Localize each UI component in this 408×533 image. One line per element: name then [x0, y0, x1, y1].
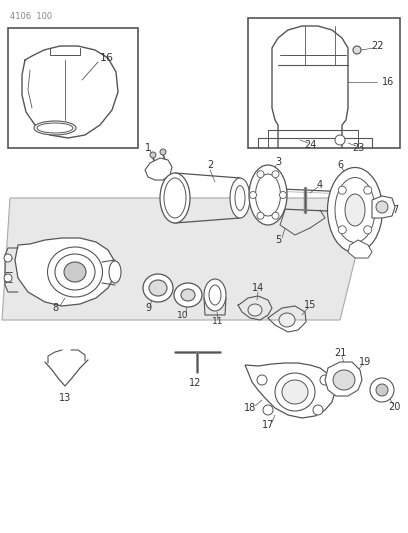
Text: 11: 11	[212, 318, 224, 327]
Ellipse shape	[335, 177, 375, 243]
Text: 6: 6	[337, 160, 343, 170]
Ellipse shape	[149, 280, 167, 296]
Text: 10: 10	[177, 311, 189, 319]
Text: 16: 16	[382, 77, 394, 87]
Ellipse shape	[34, 121, 76, 135]
Polygon shape	[8, 28, 138, 148]
Ellipse shape	[345, 194, 365, 226]
Text: 4106  100: 4106 100	[10, 12, 52, 21]
Circle shape	[376, 201, 388, 213]
Ellipse shape	[255, 174, 281, 216]
Text: 4: 4	[317, 180, 323, 190]
Ellipse shape	[37, 123, 73, 133]
Polygon shape	[145, 158, 172, 180]
Ellipse shape	[209, 285, 221, 305]
Circle shape	[338, 226, 346, 234]
Circle shape	[160, 149, 166, 155]
Ellipse shape	[282, 380, 308, 404]
Ellipse shape	[333, 370, 355, 390]
Ellipse shape	[164, 178, 186, 218]
Text: 17: 17	[262, 420, 274, 430]
Text: 8: 8	[52, 303, 58, 313]
Text: 13: 13	[59, 393, 71, 403]
Ellipse shape	[181, 289, 195, 301]
Circle shape	[364, 186, 372, 194]
Polygon shape	[245, 363, 335, 418]
Circle shape	[320, 375, 330, 385]
Ellipse shape	[160, 173, 190, 223]
Circle shape	[150, 152, 156, 158]
Ellipse shape	[55, 254, 95, 290]
Text: 1: 1	[145, 143, 151, 153]
Circle shape	[257, 171, 264, 177]
Ellipse shape	[279, 313, 295, 327]
Text: 16: 16	[100, 53, 114, 63]
Text: 3: 3	[275, 157, 281, 167]
Circle shape	[257, 375, 267, 385]
Circle shape	[353, 46, 361, 54]
Ellipse shape	[204, 279, 226, 311]
Polygon shape	[348, 240, 372, 258]
Ellipse shape	[328, 167, 383, 253]
Polygon shape	[325, 362, 362, 396]
Polygon shape	[372, 196, 395, 218]
Polygon shape	[15, 238, 115, 306]
Polygon shape	[2, 198, 370, 320]
Circle shape	[376, 384, 388, 396]
Ellipse shape	[64, 262, 86, 282]
Text: 22: 22	[372, 41, 384, 51]
Text: 2: 2	[207, 160, 213, 170]
Text: 7: 7	[392, 205, 398, 215]
Ellipse shape	[109, 261, 121, 283]
Text: 5: 5	[275, 235, 281, 245]
Circle shape	[313, 405, 323, 415]
Circle shape	[4, 254, 12, 262]
Text: 15: 15	[304, 300, 316, 310]
Circle shape	[272, 212, 279, 219]
Circle shape	[250, 191, 257, 198]
Ellipse shape	[275, 373, 315, 411]
Ellipse shape	[235, 185, 245, 211]
Circle shape	[279, 191, 286, 198]
Ellipse shape	[174, 283, 202, 307]
Ellipse shape	[143, 274, 173, 302]
Circle shape	[263, 405, 273, 415]
Ellipse shape	[248, 304, 262, 316]
Circle shape	[257, 212, 264, 219]
Circle shape	[272, 171, 279, 177]
Circle shape	[338, 186, 346, 194]
Circle shape	[335, 135, 345, 145]
Text: 19: 19	[359, 357, 371, 367]
Text: 18: 18	[244, 403, 256, 413]
Text: 12: 12	[189, 378, 201, 388]
Circle shape	[364, 226, 372, 234]
Ellipse shape	[47, 247, 102, 297]
Text: 9: 9	[145, 303, 151, 313]
Text: 23: 23	[352, 143, 364, 153]
Polygon shape	[248, 18, 400, 148]
Circle shape	[370, 378, 394, 402]
Text: 21: 21	[334, 348, 346, 358]
Text: 14: 14	[252, 283, 264, 293]
Ellipse shape	[249, 165, 287, 225]
Text: 24: 24	[304, 140, 316, 150]
Circle shape	[4, 274, 12, 282]
Text: 20: 20	[388, 402, 400, 412]
Ellipse shape	[230, 178, 250, 218]
